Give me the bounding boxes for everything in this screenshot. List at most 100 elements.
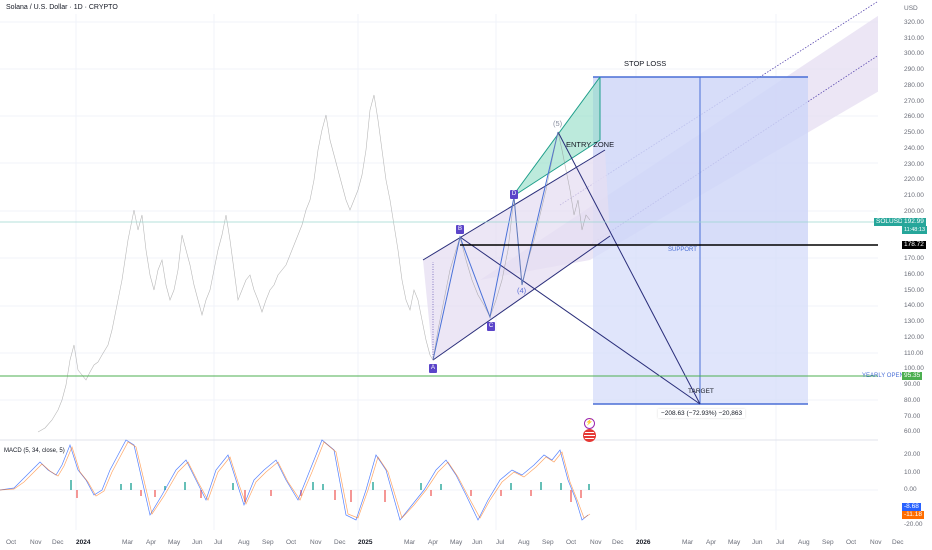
us-flag-event-icon[interactable] bbox=[583, 429, 596, 442]
entry-upper bbox=[511, 76, 601, 198]
support-price-badge: 178.72 bbox=[902, 241, 926, 249]
time-tick: Jul bbox=[776, 539, 785, 546]
macd-tick: 10.00 bbox=[904, 469, 921, 476]
time-tick: Oct bbox=[286, 539, 297, 546]
support-label: SUPPORT bbox=[668, 247, 697, 253]
time-tick: Nov bbox=[310, 539, 322, 546]
wave-5-label[interactable]: (5) bbox=[553, 119, 563, 128]
wave-a-badge[interactable]: A bbox=[429, 364, 437, 373]
price-tick: 290.00 bbox=[904, 66, 924, 73]
wave-4-label[interactable]: (4) bbox=[517, 286, 527, 295]
price-tick: 200.00 bbox=[904, 208, 924, 215]
wave-c-badge[interactable]: C bbox=[487, 322, 495, 331]
time-tick: Apr bbox=[146, 539, 157, 546]
macd-tick: -20.00 bbox=[904, 521, 923, 528]
price-tick: 130.00 bbox=[904, 318, 924, 325]
macd-value-badge: -8.68 bbox=[902, 503, 921, 511]
time-tick: May bbox=[728, 539, 741, 546]
time-tick: Mar bbox=[682, 539, 694, 546]
macd-indicator-label[interactable]: MACD (5, 34, close, 5) bbox=[4, 448, 65, 454]
price-tick: 110.00 bbox=[904, 350, 924, 357]
price-tick: 100.00 bbox=[904, 365, 924, 372]
countdown-badge: 11:48:13 bbox=[902, 226, 928, 234]
time-tick: Jun bbox=[472, 539, 483, 546]
entry-lower bbox=[511, 139, 601, 198]
time-tick: Oct bbox=[846, 539, 857, 546]
time-tick: 2026 bbox=[636, 539, 651, 546]
time-tick: Sep bbox=[542, 539, 554, 546]
yearly-open-price-badge: 95.35 bbox=[902, 372, 923, 380]
price-tick: 80.00 bbox=[904, 397, 921, 404]
time-tick: Sep bbox=[822, 539, 834, 546]
time-tick: Sep bbox=[262, 539, 274, 546]
wave-b-badge[interactable]: B bbox=[456, 225, 464, 234]
time-tick: Aug bbox=[238, 539, 250, 546]
time-tick: Jun bbox=[752, 539, 763, 546]
time-tick: Nov bbox=[870, 539, 882, 546]
price-tick: 150.00 bbox=[904, 287, 924, 294]
price-tick: 160.00 bbox=[904, 271, 924, 278]
price-series bbox=[37, 94, 591, 433]
channel-upper-line[interactable] bbox=[422, 149, 606, 261]
time-tick: Aug bbox=[518, 539, 530, 546]
price-tick: 310.00 bbox=[904, 35, 924, 42]
time-axis[interactable]: Oct Nov Dec 2024 Mar Apr May Jun Jul Aug Sep Oct Nov… bbox=[0, 530, 932, 550]
target-label: TARGET bbox=[688, 388, 714, 395]
price-tick: 140.00 bbox=[904, 302, 924, 309]
measure-readout: −208.63 (−72.93%) −20,863 bbox=[658, 409, 746, 418]
macd-tick: 20.00 bbox=[904, 451, 921, 458]
time-tick: Jul bbox=[496, 539, 505, 546]
time-tick: May bbox=[450, 539, 463, 546]
time-tick: Nov bbox=[30, 539, 42, 546]
last-price-badge: 192.99 bbox=[902, 218, 926, 226]
price-tick: 120.00 bbox=[904, 334, 924, 341]
time-tick: Dec bbox=[612, 539, 624, 546]
price-tick: 210.00 bbox=[904, 192, 924, 199]
time-tick: 2024 bbox=[76, 539, 91, 546]
time-tick: May bbox=[168, 539, 181, 546]
macd-tick: 0.00 bbox=[904, 486, 917, 493]
signal-value-badge: -11.18 bbox=[902, 511, 924, 519]
chart-canvas[interactable] bbox=[0, 0, 878, 530]
channel-lower-line[interactable] bbox=[432, 235, 611, 361]
currency-label: USD bbox=[904, 5, 918, 12]
time-tick: Apr bbox=[428, 539, 439, 546]
time-tick: 2025 bbox=[358, 539, 373, 546]
signal-line bbox=[0, 441, 591, 519]
time-tick: Dec bbox=[892, 539, 904, 546]
five-target-line bbox=[557, 131, 701, 405]
macd-line bbox=[0, 439, 589, 521]
price-tick: 270.00 bbox=[904, 98, 924, 105]
time-tick: Apr bbox=[706, 539, 717, 546]
time-tick: Jul bbox=[214, 539, 223, 546]
time-tick: Dec bbox=[334, 539, 346, 546]
price-tick: 240.00 bbox=[904, 145, 924, 152]
price-tick: 300.00 bbox=[904, 50, 924, 57]
ascending-channel bbox=[423, 150, 610, 360]
price-tick: 230.00 bbox=[904, 161, 924, 168]
time-tick: Nov bbox=[590, 539, 602, 546]
yearly-open-label: YEARLY OPEN bbox=[862, 373, 904, 379]
price-tick: 220.00 bbox=[904, 176, 924, 183]
macd-histogram-negative bbox=[76, 490, 582, 502]
time-tick: Jun bbox=[192, 539, 203, 546]
entry-zone-label: ENTRY ZONE bbox=[566, 140, 615, 149]
price-tick: 280.00 bbox=[904, 82, 924, 89]
time-tick: Dec bbox=[52, 539, 64, 546]
price-tick: 70.00 bbox=[904, 413, 921, 420]
time-tick: Mar bbox=[122, 539, 134, 546]
price-tick: 60.00 bbox=[904, 428, 921, 435]
macd-pane bbox=[0, 439, 878, 521]
symbol-badge: SOLUSD bbox=[874, 218, 905, 226]
time-tick: Mar bbox=[404, 539, 416, 546]
price-tick: 170.00 bbox=[904, 255, 924, 262]
price-axis[interactable]: USD 320.00 310.00 300.00 290.00 280.00 2… bbox=[874, 0, 932, 550]
event-lightning-icon[interactable]: ⚡ bbox=[584, 418, 595, 429]
stop-loss-label: STOP LOSS bbox=[624, 59, 667, 68]
macd-histogram-positive bbox=[70, 480, 590, 490]
price-tick: 320.00 bbox=[904, 19, 924, 26]
wave-d-badge[interactable]: D bbox=[510, 190, 518, 199]
time-tick: Oct bbox=[566, 539, 577, 546]
time-tick: Oct bbox=[6, 539, 17, 546]
chart-title: Solana / U.S. Dollar · 1D · CRYPTO bbox=[6, 4, 118, 11]
